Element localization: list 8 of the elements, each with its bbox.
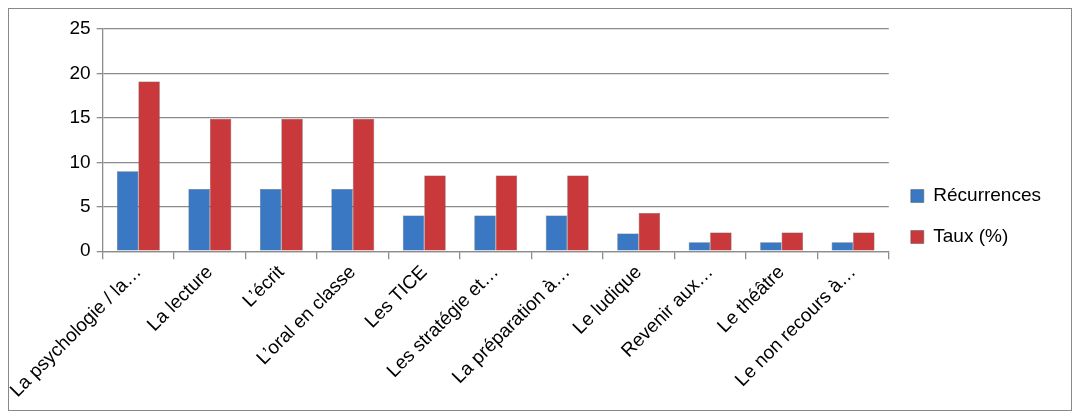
- y-tick-label: 5: [80, 194, 91, 216]
- y-tick-label: 10: [69, 150, 91, 172]
- legend-label: Récurrences: [933, 184, 1042, 206]
- y-tick-label: 15: [69, 106, 91, 128]
- legend-label: Taux (%): [933, 225, 1009, 247]
- y-tick-label: 25: [69, 17, 91, 39]
- y-tick-label: 20: [69, 61, 91, 83]
- y-tick-label: 0: [80, 239, 91, 261]
